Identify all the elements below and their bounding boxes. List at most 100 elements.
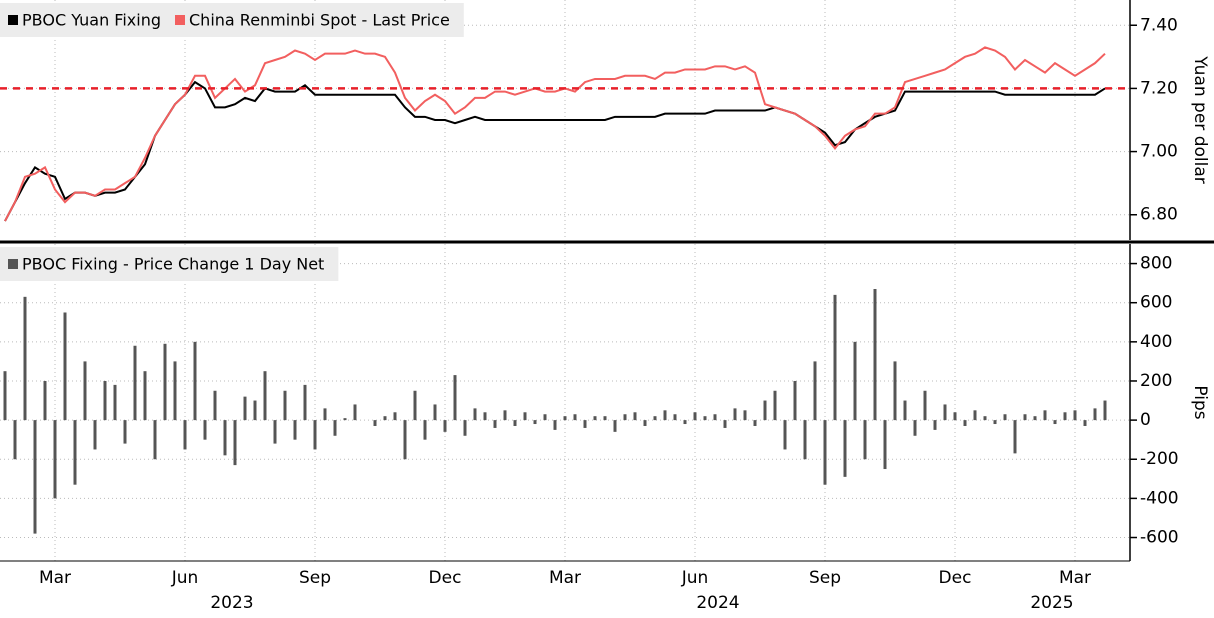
bar — [23, 296, 27, 421]
bar — [373, 420, 377, 426]
bar — [743, 410, 747, 421]
bar — [393, 412, 397, 421]
bar — [1003, 414, 1007, 421]
bar — [853, 341, 857, 421]
bar — [613, 420, 617, 432]
bar — [233, 420, 237, 466]
bar — [963, 420, 967, 426]
y-tick-label: 800 — [1140, 254, 1172, 274]
x-group-label: 2024 — [696, 593, 739, 613]
bar — [1053, 420, 1057, 425]
bar — [423, 420, 427, 440]
bar — [313, 420, 317, 450]
bar — [103, 380, 107, 421]
bar — [603, 416, 607, 421]
bar — [43, 380, 47, 421]
legend-swatch — [8, 259, 18, 269]
bar — [553, 420, 557, 430]
bar — [623, 414, 627, 421]
bar — [863, 420, 867, 460]
legend: PBOC Yuan Fixing China Renminbi Spot - La… — [0, 3, 464, 37]
y-tick-label: 600 — [1140, 293, 1172, 313]
bar — [893, 361, 897, 421]
y-tick-label: 400 — [1140, 332, 1172, 352]
bar — [813, 361, 817, 421]
bar — [133, 345, 137, 421]
legend-background — [0, 247, 339, 281]
y-tick-label: -400 — [1140, 488, 1179, 508]
x-tick-label: Dec — [429, 568, 462, 588]
y-tick-label: 200 — [1140, 371, 1172, 391]
bar — [673, 414, 677, 421]
bar — [163, 343, 167, 421]
x-tick-label: Sep — [299, 568, 331, 588]
bar — [703, 416, 707, 421]
bar — [873, 289, 877, 421]
bar — [3, 371, 7, 421]
bar — [273, 420, 277, 444]
bar — [803, 420, 807, 460]
x-tick-label: Sep — [809, 568, 841, 588]
bar — [473, 408, 477, 421]
bar — [933, 420, 937, 430]
bar — [33, 420, 37, 534]
bar — [533, 420, 537, 425]
bar — [153, 420, 157, 460]
bar — [343, 418, 347, 421]
y-tick-label: -200 — [1140, 449, 1179, 469]
legend-label: PBOC Yuan Fixing — [22, 11, 161, 30]
legend-swatch — [175, 15, 185, 25]
bar — [1083, 420, 1087, 426]
bar — [643, 420, 647, 426]
bar — [1103, 400, 1107, 421]
bar — [573, 414, 577, 421]
legend-label: PBOC Fixing - Price Change 1 Day Net — [22, 255, 324, 274]
bar — [113, 384, 117, 421]
bar — [93, 420, 97, 450]
bar — [243, 396, 247, 421]
bar — [1073, 410, 1077, 421]
bar — [723, 420, 727, 428]
bar — [883, 420, 887, 470]
bar — [1023, 414, 1027, 421]
bar — [493, 420, 497, 428]
bar — [403, 420, 407, 460]
bar — [463, 420, 467, 436]
bar — [563, 416, 567, 421]
y-tick-label: 7.40 — [1140, 15, 1178, 35]
bar — [1063, 412, 1067, 421]
bar — [213, 390, 217, 421]
bar — [993, 420, 997, 425]
bar — [53, 420, 57, 499]
bar — [283, 390, 287, 421]
bar — [823, 420, 827, 485]
bar — [443, 420, 447, 432]
bar — [483, 412, 487, 421]
bar — [183, 420, 187, 450]
bar — [843, 420, 847, 477]
bar — [353, 404, 357, 421]
bar — [783, 420, 787, 450]
bar — [543, 414, 547, 421]
bar — [683, 420, 687, 425]
bar — [983, 416, 987, 421]
legend: PBOC Fixing - Price Change 1 Day Net — [0, 247, 339, 281]
bar — [773, 390, 777, 421]
y-tick-label: 7.20 — [1140, 78, 1178, 98]
bar — [263, 371, 267, 421]
x-tick-label: Mar — [1059, 568, 1091, 588]
bar — [953, 412, 957, 421]
bar — [173, 361, 177, 421]
legend-swatch — [8, 15, 18, 25]
bar — [453, 375, 457, 421]
x-tick-label: Mar — [39, 568, 71, 588]
bar — [1033, 416, 1037, 421]
bar — [973, 410, 977, 421]
bar — [923, 390, 927, 421]
bar — [223, 420, 227, 456]
bar — [293, 420, 297, 440]
bar — [633, 412, 637, 421]
bar — [503, 410, 507, 421]
bar — [663, 410, 667, 421]
